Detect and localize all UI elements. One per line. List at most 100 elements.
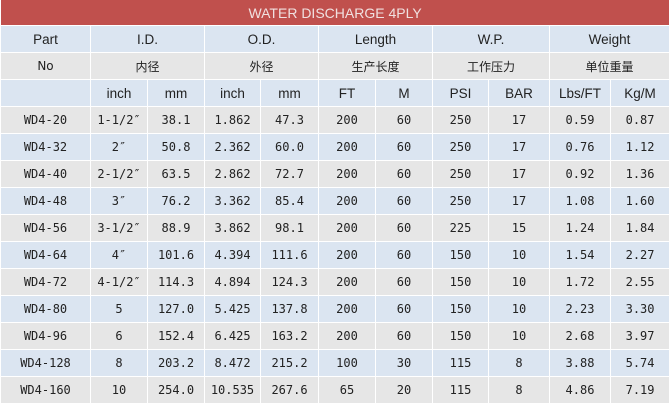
table-row: WD4-48 3″ 76.2 3.362 85.4 200 60 250 17 1.08 1.60 <box>0 187 669 215</box>
table-cell: 6.425 <box>204 322 261 350</box>
header-weight: Weight <box>548 25 669 53</box>
table-cell: 0.59 <box>549 106 611 134</box>
table-cell: 2″ <box>90 133 148 161</box>
header-no: No <box>0 52 91 80</box>
part-number-cell: WD4-72 <box>0 268 91 296</box>
table-cell: 17 <box>488 187 550 215</box>
header-row-units: inch mm inch mm FT M PSI BAR Lbs/FT Kg/M <box>0 79 669 107</box>
table-cell: 50.8 <box>147 133 205 161</box>
table-cell: 137.8 <box>260 295 319 323</box>
table-cell: 60 <box>375 214 433 242</box>
table-cell: 5.425 <box>204 295 261 323</box>
title-row: WATER DISCHARGE 4PLY <box>0 0 669 26</box>
table-cell: 60 <box>375 160 433 188</box>
part-number-cell: WD4-80 <box>0 295 91 323</box>
header-row-english: Part I.D. O.D. Length W.P. Weight <box>0 25 669 53</box>
table-cell: 115 <box>432 349 489 377</box>
table-cell: 150 <box>432 241 489 269</box>
table-cell: 10 <box>90 376 148 404</box>
table-cell: 4.394 <box>204 241 261 269</box>
table-cell: 100 <box>318 349 376 377</box>
table-cell: 215.2 <box>260 349 319 377</box>
table-row: WD4-128 8 203.2 8.472 215.2 100 30 115 8 3.88 5.74 <box>0 349 669 377</box>
table-cell: 63.5 <box>147 160 205 188</box>
table-cell: 6 <box>90 322 148 350</box>
table-cell: 2.862 <box>204 160 261 188</box>
table-cell: 60 <box>375 241 433 269</box>
table-row: WD4-56 3-1/2″ 88.9 3.862 98.1 200 60 225 15 1.24 1… <box>0 214 669 242</box>
table-cell: 10 <box>488 322 550 350</box>
part-number-cell: WD4-48 <box>0 187 91 215</box>
table-cell: 3.362 <box>204 187 261 215</box>
table-cell: 225 <box>432 214 489 242</box>
table-cell: 1.862 <box>204 106 261 134</box>
table-cell: 4-1/2″ <box>90 268 148 296</box>
table-cell: 150 <box>432 322 489 350</box>
header-length-zh: 生产长度 <box>318 52 433 80</box>
table-cell: 4.86 <box>549 376 611 404</box>
table-cell: 5 <box>90 295 148 323</box>
table-cell: 200 <box>318 241 376 269</box>
header-part: Part <box>0 25 91 53</box>
table-cell: 254.0 <box>147 376 205 404</box>
table-cell: 1.08 <box>549 187 611 215</box>
table-cell: 124.3 <box>260 268 319 296</box>
table-cell: 17 <box>488 106 550 134</box>
table-cell: 2.23 <box>549 295 611 323</box>
table-cell: 152.4 <box>147 322 205 350</box>
table-cell: 200 <box>318 187 376 215</box>
table-cell: 3.97 <box>609 322 669 350</box>
table-cell: 8.472 <box>204 349 261 377</box>
unit-header-cell: Kg/M <box>609 79 669 107</box>
table-cell: 10 <box>488 241 550 269</box>
table-cell: 76.2 <box>147 187 205 215</box>
table-cell: 60.0 <box>260 133 319 161</box>
header-row-chinese: No 内径 外径 生产长度 工作压力 单位重量 <box>0 52 669 80</box>
unit-header-cell: M <box>375 79 433 107</box>
table-row: WD4-64 4″ 101.6 4.394 111.6 200 60 150 10 1.54 2.2… <box>0 241 669 269</box>
table-cell: 0.76 <box>549 133 611 161</box>
part-number-cell: WD4-56 <box>0 214 91 242</box>
unit-header-cell: inch <box>204 79 261 107</box>
table-cell: 200 <box>318 160 376 188</box>
table-cell: 7.19 <box>609 376 669 404</box>
table-cell: 47.3 <box>260 106 319 134</box>
table-cell: 1.12 <box>609 133 669 161</box>
table-cell: 0.92 <box>549 160 611 188</box>
table-cell: 2.362 <box>204 133 261 161</box>
table-row: WD4-20 1-1/2″ 38.1 1.862 47.3 200 60 250 17 0.59 0… <box>0 106 669 134</box>
table-cell: 30 <box>375 349 433 377</box>
table-row: WD4-160 10 254.0 10.535 267.6 65 20 115 8 4.86 7.1… <box>0 376 669 404</box>
table-cell: 17 <box>488 160 550 188</box>
table-cell: 10 <box>488 268 550 296</box>
table-cell: 250 <box>432 133 489 161</box>
table-cell: 3-1/2″ <box>90 214 148 242</box>
table-row: WD4-96 6 152.4 6.425 163.2 200 60 150 10 2.68 3.97 <box>0 322 669 350</box>
table-cell: 60 <box>375 133 433 161</box>
unit-header-cell: PSI <box>432 79 489 107</box>
table-cell: 38.1 <box>147 106 205 134</box>
header-id: I.D. <box>90 25 205 53</box>
header-weight-zh: 单位重量 <box>548 52 669 80</box>
table-cell: 88.9 <box>147 214 205 242</box>
table-cell: 2-1/2″ <box>90 160 148 188</box>
unit-header-cell: BAR <box>488 79 550 107</box>
table-cell: 114.3 <box>147 268 205 296</box>
table-cell: 5.74 <box>609 349 669 377</box>
table-cell: 1.24 <box>549 214 611 242</box>
table-cell: 250 <box>432 106 489 134</box>
table-cell: 0.87 <box>609 106 669 134</box>
header-wp-zh: 工作压力 <box>432 52 550 80</box>
table-cell: 2.27 <box>609 241 669 269</box>
table-cell: 15 <box>488 214 550 242</box>
table-cell: 60 <box>375 268 433 296</box>
unit-header-cell: FT <box>318 79 376 107</box>
table-cell: 60 <box>375 187 433 215</box>
part-number-cell: WD4-160 <box>0 376 91 404</box>
table-cell: 85.4 <box>260 187 319 215</box>
table-cell: 72.7 <box>260 160 319 188</box>
table-cell: 203.2 <box>147 349 205 377</box>
table-cell: 1.84 <box>609 214 669 242</box>
table-cell: 101.6 <box>147 241 205 269</box>
